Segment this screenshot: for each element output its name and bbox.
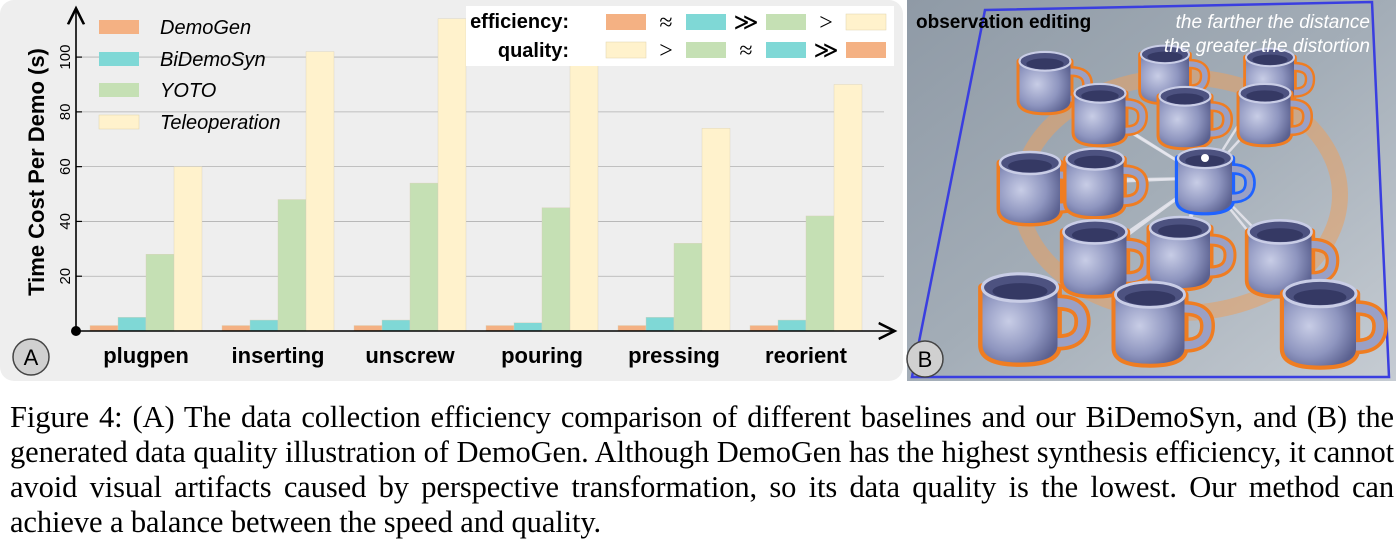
y-tick-label: 20 bbox=[57, 268, 74, 285]
y-tick-label: 40 bbox=[57, 213, 74, 230]
comparison-box: efficiency: quality: ≈ ≫ > > ≈ ≫ bbox=[466, 6, 894, 66]
bar-demogen-inserting bbox=[221, 325, 251, 332]
y-tick-label: 80 bbox=[57, 104, 74, 121]
efficiency-swatch-teleoperation bbox=[845, 13, 887, 31]
bar-yoto-pressing bbox=[673, 243, 703, 332]
panel-a-label: A bbox=[24, 345, 39, 370]
panel-b-label-circle bbox=[906, 340, 944, 378]
panel-a-label-circle bbox=[12, 338, 50, 376]
bar-bidemosyn-pouring bbox=[513, 322, 543, 332]
bar-teleoperation-pressing bbox=[701, 128, 731, 332]
x-tick-label: reorient bbox=[765, 343, 848, 368]
bar-bidemosyn-unscrew bbox=[381, 319, 411, 332]
x-tick-label: plugpen bbox=[103, 343, 189, 368]
quality-swatch-yoto bbox=[686, 42, 726, 58]
axis-origin-dot bbox=[71, 326, 81, 336]
legend-swatch-bidemosyn bbox=[99, 52, 139, 66]
workspace-boundary bbox=[910, 0, 1391, 379]
legend-label-yoto: YOTO bbox=[160, 80, 216, 102]
cup-12 bbox=[978, 272, 1091, 367]
bar-yoto-plugpen bbox=[145, 254, 175, 332]
cup-10 bbox=[1146, 215, 1237, 292]
legend-swatch-demogen bbox=[99, 20, 139, 34]
quality-label: quality: bbox=[498, 40, 569, 62]
y-tick-labels: 20 40 60 80 100 bbox=[57, 45, 74, 285]
y-tick-label: 100 bbox=[57, 45, 74, 70]
bar-demogen-reorient bbox=[749, 325, 779, 332]
cup-6 bbox=[1236, 82, 1314, 148]
quality-symbol-2: ≈ bbox=[739, 38, 752, 64]
legend-label-demogen: DemoGen bbox=[160, 17, 251, 39]
bar-yoto-reorient bbox=[805, 215, 835, 332]
cup-11 bbox=[1244, 219, 1340, 299]
y-axis-label: Time Cost Per Demo (s) bbox=[24, 48, 49, 296]
cups bbox=[978, 44, 1388, 370]
cup-9 bbox=[1059, 219, 1155, 299]
efficiency-swatch-bidemosyn bbox=[686, 14, 726, 30]
x-tick-labels: plugpen inserting unscrew pouring pressing re… bbox=[103, 343, 847, 368]
bar-yoto-unscrew bbox=[409, 182, 439, 332]
bar-teleoperation-pouring bbox=[569, 51, 599, 332]
legend-swatch-teleoperation bbox=[98, 114, 140, 130]
x-tick-label: inserting bbox=[232, 343, 325, 368]
y-tick-label: 60 bbox=[57, 158, 74, 175]
bar-bidemosyn-reorient bbox=[777, 319, 807, 332]
quality-swatch-bidemosyn bbox=[766, 42, 806, 58]
panel-b-photo: observation editing the farther the dist… bbox=[906, 0, 1396, 381]
panel-b-label: B bbox=[918, 347, 933, 372]
x-tick-label: pressing bbox=[628, 343, 720, 368]
efficiency-symbol-1: ≈ bbox=[659, 10, 672, 36]
cup-5 bbox=[1156, 85, 1234, 151]
bar-teleoperation-reorient bbox=[833, 84, 863, 332]
efficiency-label: efficiency: bbox=[470, 11, 569, 33]
legend-swatch-yoto bbox=[99, 83, 139, 97]
bar-bidemosyn-inserting bbox=[249, 319, 279, 332]
panel-b-annotation-line2: the greater the distortion bbox=[1164, 36, 1370, 57]
bar-yoto-inserting bbox=[277, 199, 307, 332]
figure-4: 20 40 60 80 100 plugpen inserting unscrew pouri… bbox=[0, 0, 1396, 381]
bar-bidemosyn-plugpen bbox=[117, 317, 147, 332]
bar-teleoperation-unscrew bbox=[437, 18, 467, 332]
quality-swatch-demogen bbox=[846, 42, 886, 58]
legend-label-teleoperation: Teleoperation bbox=[160, 112, 280, 134]
source-point bbox=[1201, 154, 1209, 162]
legend-label-bidemosyn: BiDemoSyn bbox=[160, 49, 266, 71]
x-tick-label: pouring bbox=[501, 343, 583, 368]
bar-demogen-plugpen bbox=[89, 325, 119, 332]
efficiency-symbol-3: > bbox=[819, 10, 833, 36]
figure-caption: Figure 4: (A) The data collection effici… bbox=[10, 400, 1394, 539]
bars bbox=[89, 18, 863, 332]
quality-swatch-teleoperation bbox=[605, 41, 647, 59]
efficiency-swatch-demogen bbox=[606, 14, 646, 30]
legend: DemoGen BiDemoSyn YOTO Teleoperation bbox=[98, 17, 280, 134]
bar-bidemosyn-pressing bbox=[645, 317, 675, 332]
bar-teleoperation-plugpen bbox=[173, 166, 203, 332]
bar-demogen-unscrew bbox=[353, 325, 383, 332]
bar-demogen-pressing bbox=[617, 325, 647, 332]
efficiency-swatch-yoto bbox=[766, 14, 806, 30]
quality-symbol-1: > bbox=[659, 38, 673, 64]
bar-yoto-pouring bbox=[541, 207, 571, 332]
panel-b-title: observation editing bbox=[916, 12, 1091, 33]
bar-teleoperation-inserting bbox=[305, 51, 335, 332]
x-tick-label: unscrew bbox=[365, 343, 455, 368]
cup-13 bbox=[1111, 280, 1215, 368]
cup-4 bbox=[1071, 82, 1149, 148]
efficiency-symbol-2: ≫ bbox=[733, 10, 758, 36]
bar-demogen-pouring bbox=[485, 325, 515, 332]
panel-a-bar-chart: 20 40 60 80 100 plugpen inserting unscrew pouri… bbox=[0, 0, 903, 381]
panel-b-annotation-line1: the farther the distance bbox=[1176, 12, 1370, 33]
quality-symbol-3: ≫ bbox=[813, 38, 838, 64]
cup-14 bbox=[1279, 278, 1388, 370]
